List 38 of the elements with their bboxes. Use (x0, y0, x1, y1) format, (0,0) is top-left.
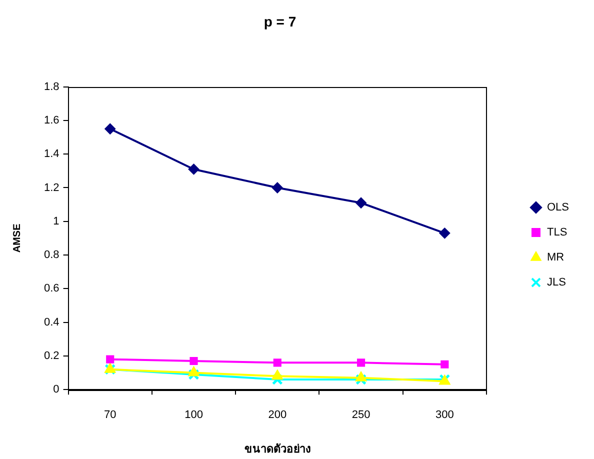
legend-label: MR (546, 252, 564, 264)
x-tick-label: 70 (104, 409, 116, 422)
x-tick-label: 300 (435, 409, 454, 422)
y-tick-label: 0.8 (44, 249, 60, 262)
point (355, 371, 367, 382)
point (188, 164, 200, 175)
point (440, 360, 449, 368)
point (439, 228, 450, 239)
x-tick-label: 100 (184, 409, 203, 422)
y-tick-label: 0 (53, 384, 60, 396)
y-axis-title: AMSE (12, 223, 23, 253)
point (190, 356, 198, 366)
y-tick-label: 1.8 (44, 80, 60, 93)
point (273, 358, 282, 367)
chart-title: p = 7 (264, 13, 296, 30)
point (272, 182, 283, 194)
point (188, 368, 200, 380)
y-tick-label: 1.2 (44, 182, 60, 194)
x-tick-label: 200 (268, 409, 287, 422)
y-tick-label: 0.2 (44, 350, 60, 362)
point (272, 374, 283, 385)
y-tick-label: 1.6 (44, 114, 60, 126)
legend-label: JLS (546, 276, 566, 289)
y-tick-label: 0.4 (44, 316, 60, 328)
point (356, 374, 367, 385)
point (272, 370, 284, 380)
y-tick-label: 0.6 (44, 282, 60, 295)
legend-label: OLS (546, 202, 570, 214)
y-tick-label: 1 (53, 215, 60, 228)
point (356, 197, 367, 208)
x-tick-label: 250 (352, 409, 370, 422)
point (104, 123, 116, 134)
point (188, 366, 200, 376)
x-axis-title: ขนาดตัวอย่าง (244, 442, 310, 456)
y-tick-label: 1.4 (44, 148, 60, 160)
point (356, 358, 366, 367)
point (106, 355, 114, 364)
legend-label: TLS (546, 226, 568, 239)
